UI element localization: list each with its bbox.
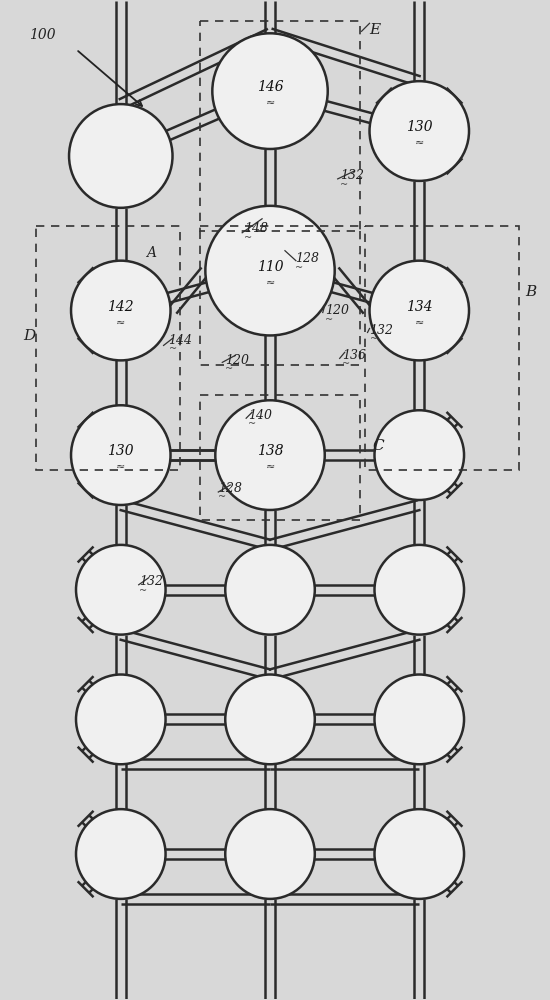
Text: ≈: ≈: [415, 317, 424, 327]
Text: 132: 132: [370, 324, 393, 337]
Circle shape: [215, 400, 324, 510]
Text: 142: 142: [107, 300, 134, 314]
Text: ~: ~: [168, 344, 177, 354]
Text: A: A: [146, 246, 156, 260]
Text: ≈: ≈: [265, 462, 274, 472]
Text: 128: 128: [218, 482, 243, 495]
Text: E: E: [370, 23, 381, 37]
Circle shape: [71, 405, 170, 505]
Bar: [200, 226, 360, 365]
Text: ≈: ≈: [116, 317, 125, 327]
Bar: [36, 226, 180, 470]
Text: ~: ~: [248, 419, 256, 429]
Text: B: B: [526, 285, 537, 299]
Bar: [200, 395, 360, 520]
Text: ~: ~: [342, 359, 350, 369]
Circle shape: [375, 809, 464, 899]
Text: ~: ~: [218, 492, 227, 502]
Bar: [200, 21, 360, 231]
Circle shape: [69, 104, 173, 208]
Circle shape: [76, 545, 166, 635]
Bar: [365, 226, 519, 470]
Circle shape: [212, 33, 328, 149]
Text: 144: 144: [168, 334, 192, 347]
Text: ≈: ≈: [116, 462, 125, 472]
Circle shape: [205, 206, 335, 335]
Text: 132: 132: [139, 575, 163, 588]
Circle shape: [375, 410, 464, 500]
Text: 140: 140: [248, 409, 272, 422]
Text: ~: ~: [370, 334, 378, 344]
Circle shape: [226, 545, 315, 635]
Text: 134: 134: [406, 300, 433, 314]
Text: ~: ~: [340, 180, 348, 190]
Text: D: D: [23, 329, 36, 343]
Circle shape: [71, 261, 170, 360]
Text: 128: 128: [295, 252, 319, 265]
Text: 146: 146: [257, 80, 283, 94]
Text: 130: 130: [107, 444, 134, 458]
Text: C: C: [372, 439, 384, 453]
Circle shape: [76, 675, 166, 764]
Text: ~: ~: [295, 263, 303, 273]
Text: 110: 110: [257, 260, 283, 274]
Text: ≈: ≈: [265, 278, 274, 288]
Text: 120: 120: [324, 304, 349, 317]
Text: ≈: ≈: [265, 98, 274, 108]
Circle shape: [370, 261, 469, 360]
Text: 148: 148: [244, 222, 268, 235]
Text: ~: ~: [139, 586, 147, 596]
Circle shape: [370, 81, 469, 181]
Text: 138: 138: [257, 444, 283, 458]
Circle shape: [375, 545, 464, 635]
Text: 136: 136: [342, 349, 366, 362]
Text: 130: 130: [406, 120, 433, 134]
Circle shape: [76, 809, 166, 899]
Text: 100: 100: [29, 28, 56, 42]
Text: ~: ~: [226, 364, 233, 374]
Circle shape: [226, 675, 315, 764]
Text: ≈: ≈: [415, 138, 424, 148]
Text: ~: ~: [324, 315, 333, 325]
Circle shape: [375, 675, 464, 764]
Circle shape: [226, 809, 315, 899]
Text: ~: ~: [244, 233, 252, 243]
Text: 132: 132: [340, 169, 364, 182]
Text: 120: 120: [226, 354, 249, 367]
